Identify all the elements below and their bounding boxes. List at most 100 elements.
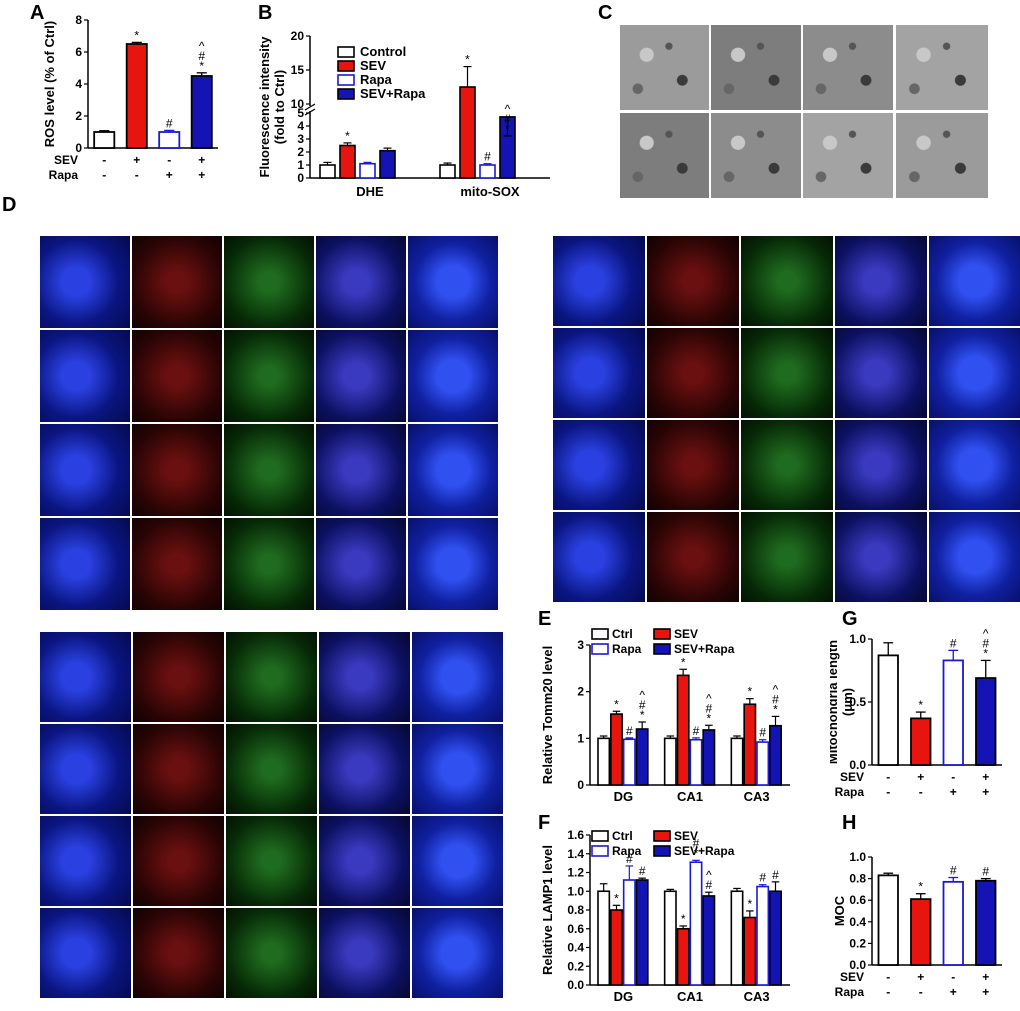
fluorescence-image-tile: [929, 328, 1020, 418]
fluorescence-image-tile: [132, 330, 222, 422]
significance-mark-line: ^: [706, 868, 712, 882]
bar: [975, 879, 997, 966]
y-tick-label: 3: [577, 638, 584, 652]
significance-mark-line: *: [345, 129, 350, 143]
significance-mark-line: *: [614, 697, 619, 711]
fluorescence-image-tile: [553, 420, 645, 510]
bar: [439, 164, 456, 179]
significance-mark-line: #: [759, 726, 766, 740]
fluorescence-image-tile: [226, 632, 317, 722]
bar: [676, 674, 690, 786]
factor-row-value: +: [982, 970, 989, 984]
fluorescence-image-tile: [316, 424, 406, 516]
legend-swatch: [653, 643, 671, 655]
bar: [622, 879, 636, 986]
significance-mark-line: *: [640, 708, 645, 722]
significance-mark-line: ^: [773, 682, 779, 696]
legend-swatch: [337, 46, 355, 58]
axis-break-mark: [304, 108, 316, 116]
fluorescence-image-tile: [316, 236, 406, 328]
factor-row-value: -: [951, 770, 955, 784]
legend-label: Control: [360, 44, 406, 59]
y-tick-label: 3: [297, 132, 304, 146]
fluorescence-image-tile: [647, 420, 739, 510]
fluorescence-image-tile: [133, 632, 224, 722]
y-tick-label: 2: [75, 109, 82, 123]
axis-break-mark: [304, 103, 316, 111]
significance-mark-line: *: [505, 122, 510, 136]
fluorescence-image-tile: [835, 512, 927, 602]
fluorescence-image-tile: [224, 518, 314, 610]
factor-row-value: +: [917, 970, 924, 984]
significance-mark-line: *: [614, 891, 619, 905]
category-label: CA3: [744, 789, 770, 804]
bar: [689, 738, 703, 786]
bar: [610, 713, 623, 786]
fluorescence-image-tile: [40, 518, 130, 610]
panel-letter-c: C: [598, 2, 613, 24]
bar: [702, 729, 716, 786]
significance-mark-line: #: [759, 871, 766, 885]
legend-label: SEV+Rapa: [360, 86, 426, 101]
fluorescence-image-tile: [741, 236, 833, 326]
y-tick-label: 1.6: [567, 828, 584, 842]
factor-row-value: -: [167, 153, 171, 167]
bar: [743, 703, 757, 786]
fluorescence-image-tile: [929, 420, 1020, 510]
category-label: CA1: [677, 789, 703, 804]
significance-mark-line: #: [626, 852, 633, 866]
bar: [93, 131, 116, 149]
factor-row-value: -: [886, 770, 890, 784]
factor-row-label: Rapa: [49, 168, 79, 182]
factor-row-value: +: [133, 153, 140, 167]
factor-row-value: +: [982, 770, 989, 784]
panel-letter-d: D: [2, 194, 17, 216]
fluorescence-image-tile: [408, 518, 498, 610]
category-label: CA3: [744, 989, 770, 1004]
factor-row-label: SEV: [54, 153, 78, 167]
y-tick-label: 0.0: [849, 958, 866, 972]
y-tick-label: 1: [577, 731, 584, 745]
factor-row-value: -: [135, 168, 139, 182]
y-tick-label: 0.2: [849, 936, 866, 950]
fluorescence-image-tile: [319, 632, 410, 722]
bar: [359, 162, 376, 179]
fluorescence-image-tile: [133, 908, 224, 998]
factor-row-label: Rapa: [835, 785, 865, 799]
fluorescence-image-tile: [835, 328, 927, 418]
factor-row-label: Rapa: [835, 985, 865, 999]
significance-mark-line: #: [166, 116, 173, 130]
significance-mark-line: *: [694, 846, 699, 860]
y-tick-label: 5: [297, 106, 304, 120]
y-axis-label-line: Fluorescence intensity: [257, 36, 272, 178]
significance-mark-line: #: [639, 698, 646, 712]
fluorescence-image-tile: [408, 424, 498, 516]
significance-mark-line: *: [773, 702, 778, 716]
significance-mark-line: #: [705, 701, 712, 715]
legend-label: SEV: [674, 829, 698, 843]
category-label: DG: [614, 789, 634, 804]
legend-swatch: [337, 74, 355, 86]
legend-swatch: [653, 830, 671, 842]
significance-mark-line: #: [198, 49, 205, 63]
y-tick-label: 2: [297, 145, 304, 159]
fluorescence-image-tile: [226, 816, 317, 906]
fluorescence-image-tile: [412, 816, 503, 906]
bar: [319, 164, 336, 179]
significance-mark-line: #: [950, 636, 957, 650]
bar: [158, 131, 181, 149]
fluorescence-image-tile: [929, 236, 1020, 326]
factor-row-value: -: [919, 785, 923, 799]
fluorescence-image-tile: [40, 236, 130, 328]
y-axis-label-line: Mitochondria length: [830, 640, 840, 764]
y-tick-label: 4: [297, 119, 304, 133]
bar: [622, 738, 636, 786]
panel-letter-b: B: [258, 2, 273, 24]
em-image-tile: [711, 113, 801, 198]
fluorescence-image-tile: [553, 328, 645, 418]
significance-mark-line: ^: [983, 626, 989, 640]
